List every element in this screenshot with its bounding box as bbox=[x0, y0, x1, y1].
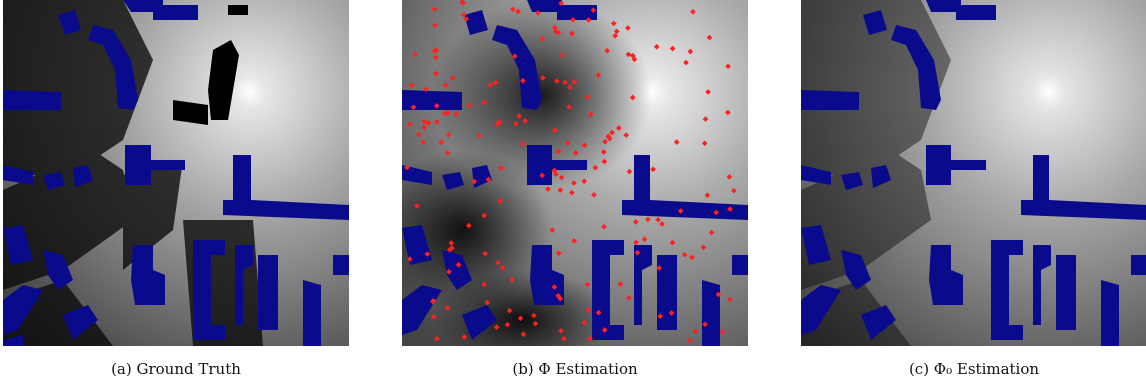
caption-phi0-estimation: (c) Φ₀ Estimation bbox=[801, 360, 1146, 378]
ground-truth-map bbox=[3, 0, 349, 346]
caption-ground-truth: (a) Ground Truth bbox=[3, 360, 349, 378]
panel-ground-truth bbox=[3, 0, 349, 346]
phi0-estimation-map bbox=[801, 0, 1146, 346]
panel-phi-estimation bbox=[402, 0, 748, 346]
panel-phi0-estimation bbox=[801, 0, 1146, 346]
caption-phi-estimation: (b) Φ Estimation bbox=[402, 360, 748, 378]
phi-estimation-map bbox=[402, 0, 748, 346]
